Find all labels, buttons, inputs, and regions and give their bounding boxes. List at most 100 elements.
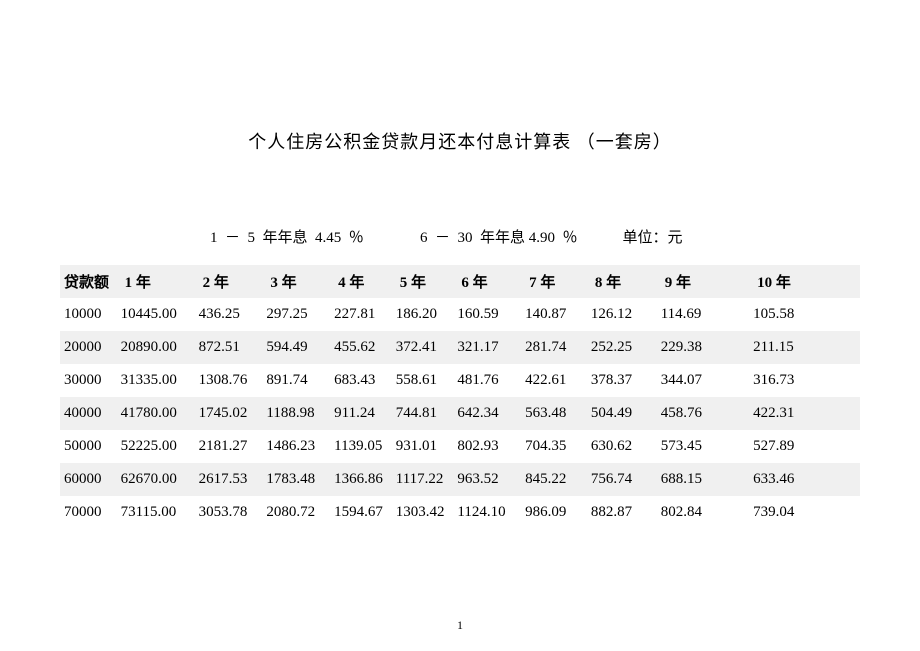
cell: 321.17 [457,331,525,364]
cell: 1308.76 [199,364,267,397]
cell: 756.74 [591,463,661,496]
rate-line: 1 － 5 年年息 4.45 ％ 6 － 30 年年息 4.90 ％ 单位：元 [0,226,920,247]
cell: 378.37 [591,364,661,397]
cell-loan: 70000 [60,496,121,529]
cell: 481.76 [457,364,525,397]
cell: 1117.22 [396,463,458,496]
cell: 140.87 [525,298,591,331]
cell: 211.15 [753,331,860,364]
table-header-row: 贷款额 1 年 2 年 3 年 4 年 5 年 6 年 7 年 8 年 9 年 … [60,265,860,298]
cell: 227.81 [334,298,396,331]
table-row: 40000 41780.00 1745.02 1188.98 911.24 74… [60,397,860,430]
col-year-3: 3 年 [266,265,334,298]
cell: 1594.67 [334,496,396,529]
cell: 52225.00 [121,430,199,463]
cell: 62670.00 [121,463,199,496]
cell: 802.84 [661,496,753,529]
cell: 739.04 [753,496,860,529]
cell: 1486.23 [266,430,334,463]
col-year-2: 2 年 [199,265,267,298]
cell: 1139.05 [334,430,396,463]
cell: 963.52 [457,463,525,496]
cell: 630.62 [591,430,661,463]
col-year-1: 1 年 [121,265,199,298]
cell: 1188.98 [266,397,334,430]
col-year-7: 7 年 [525,265,591,298]
loan-table-wrapper: 贷款额 1 年 2 年 3 年 4 年 5 年 6 年 7 年 8 年 9 年 … [0,265,920,529]
cell: 229.38 [661,331,753,364]
col-year-6: 6 年 [457,265,525,298]
cell: 986.09 [525,496,591,529]
cell-loan: 20000 [60,331,121,364]
cell: 31335.00 [121,364,199,397]
cell: 114.69 [661,298,753,331]
cell: 642.34 [457,397,525,430]
cell: 594.49 [266,331,334,364]
col-year-10: 10 年 [753,265,860,298]
cell: 41780.00 [121,397,199,430]
cell: 891.74 [266,364,334,397]
cell: 683.43 [334,364,396,397]
col-year-9: 9 年 [661,265,753,298]
cell: 931.01 [396,430,458,463]
cell: 882.87 [591,496,661,529]
cell: 186.20 [396,298,458,331]
loan-table: 贷款额 1 年 2 年 3 年 4 年 5 年 6 年 7 年 8 年 9 年 … [60,265,860,529]
cell: 845.22 [525,463,591,496]
cell: 911.24 [334,397,396,430]
table-body: 10000 10445.00 436.25 297.25 227.81 186.… [60,298,860,529]
cell: 688.15 [661,463,753,496]
cell: 2617.53 [199,463,267,496]
table-row: 60000 62670.00 2617.53 1783.48 1366.86 1… [60,463,860,496]
cell-loan: 40000 [60,397,121,430]
cell: 1366.86 [334,463,396,496]
cell: 633.46 [753,463,860,496]
cell: 704.35 [525,430,591,463]
cell: 422.31 [753,397,860,430]
cell: 73115.00 [121,496,199,529]
cell: 527.89 [753,430,860,463]
cell: 160.59 [457,298,525,331]
cell: 872.51 [199,331,267,364]
table-row: 70000 73115.00 3053.78 2080.72 1594.67 1… [60,496,860,529]
cell-loan: 30000 [60,364,121,397]
cell-loan: 10000 [60,298,121,331]
col-year-8: 8 年 [591,265,661,298]
cell: 573.45 [661,430,753,463]
cell: 558.61 [396,364,458,397]
table-row: 20000 20890.00 872.51 594.49 455.62 372.… [60,331,860,364]
cell: 2080.72 [266,496,334,529]
cell: 455.62 [334,331,396,364]
cell: 1124.10 [457,496,525,529]
cell: 316.73 [753,364,860,397]
cell: 802.93 [457,430,525,463]
cell: 1745.02 [199,397,267,430]
cell: 252.25 [591,331,661,364]
cell: 10445.00 [121,298,199,331]
cell: 1303.42 [396,496,458,529]
cell-loan: 50000 [60,430,121,463]
cell: 20890.00 [121,331,199,364]
cell: 297.25 [266,298,334,331]
cell: 372.41 [396,331,458,364]
table-row: 30000 31335.00 1308.76 891.74 683.43 558… [60,364,860,397]
col-loan-amount: 贷款额 [60,265,121,298]
cell: 422.61 [525,364,591,397]
cell: 458.76 [661,397,753,430]
cell: 744.81 [396,397,458,430]
col-year-4: 4 年 [334,265,396,298]
cell: 281.74 [525,331,591,364]
cell: 563.48 [525,397,591,430]
cell: 504.49 [591,397,661,430]
page-number: 1 [0,618,920,633]
cell: 3053.78 [199,496,267,529]
cell: 344.07 [661,364,753,397]
cell-loan: 60000 [60,463,121,496]
page-title: 个人住房公积金贷款月还本付息计算表 （一套房） [0,0,920,154]
table-row: 50000 52225.00 2181.27 1486.23 1139.05 9… [60,430,860,463]
cell: 105.58 [753,298,860,331]
col-year-5: 5 年 [396,265,458,298]
cell: 1783.48 [266,463,334,496]
table-row: 10000 10445.00 436.25 297.25 227.81 186.… [60,298,860,331]
cell: 436.25 [199,298,267,331]
